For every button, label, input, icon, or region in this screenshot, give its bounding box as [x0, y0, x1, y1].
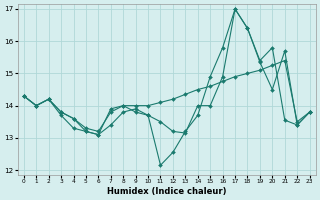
X-axis label: Humidex (Indice chaleur): Humidex (Indice chaleur)	[107, 187, 227, 196]
